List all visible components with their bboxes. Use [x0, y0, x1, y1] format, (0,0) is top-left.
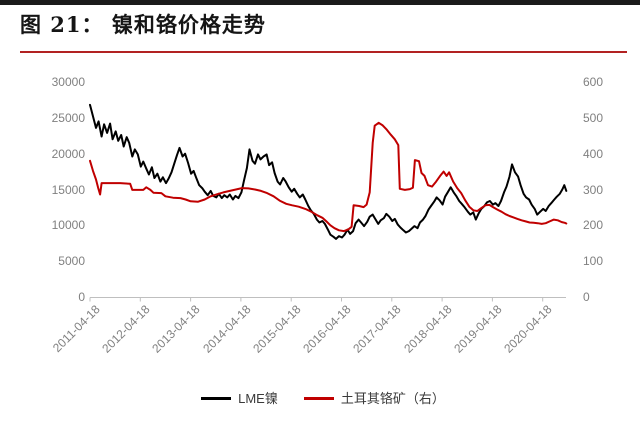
left-axis-tick-label: 25000 — [51, 110, 85, 125]
left-axis-tick-label: 10000 — [51, 218, 85, 233]
right-axis-tick-label: 200 — [583, 218, 604, 233]
right-axis-tick-label: 100 — [583, 254, 604, 269]
left-axis-tick-label: 30000 — [51, 75, 85, 89]
right-axis-tick-label: 300 — [583, 182, 604, 197]
series-line-lme-nickel — [89, 103, 568, 240]
chart-legend: LME镍 土耳其铬矿（右） — [78, 386, 568, 410]
series-line-turkish-chrome-ore — [89, 121, 568, 233]
legend-item-lme-nickel: LME镍 — [201, 392, 278, 405]
lme-nickel-line-swatch — [201, 396, 232, 400]
turkish-chrome-line-swatch — [303, 396, 334, 400]
left-axis-tick-label: 20000 — [51, 146, 85, 161]
top-border-bar — [0, 0, 640, 5]
right-axis-tick-label: 600 — [583, 75, 604, 89]
right-axis-tick-label: 0 — [583, 290, 590, 304]
legend-label-turkish-chrome-ore: 土耳其铬矿（右） — [340, 390, 445, 406]
left-axis-tick-label: 0 — [78, 290, 85, 304]
title-underline-rule — [20, 51, 627, 53]
right-axis-tick-label: 400 — [583, 146, 604, 161]
legend-item-turkish-chrome-ore: 土耳其铬矿（右） — [303, 390, 445, 406]
left-axis-tick-label: 5000 — [58, 254, 85, 269]
right-axis-tick-label: 500 — [583, 110, 604, 125]
page-title: 图 21： 镍和铬价格走势 — [20, 12, 266, 37]
legend-label-lme-nickel: LME镍 — [238, 390, 278, 406]
left-axis-tick-label: 15000 — [51, 182, 85, 197]
